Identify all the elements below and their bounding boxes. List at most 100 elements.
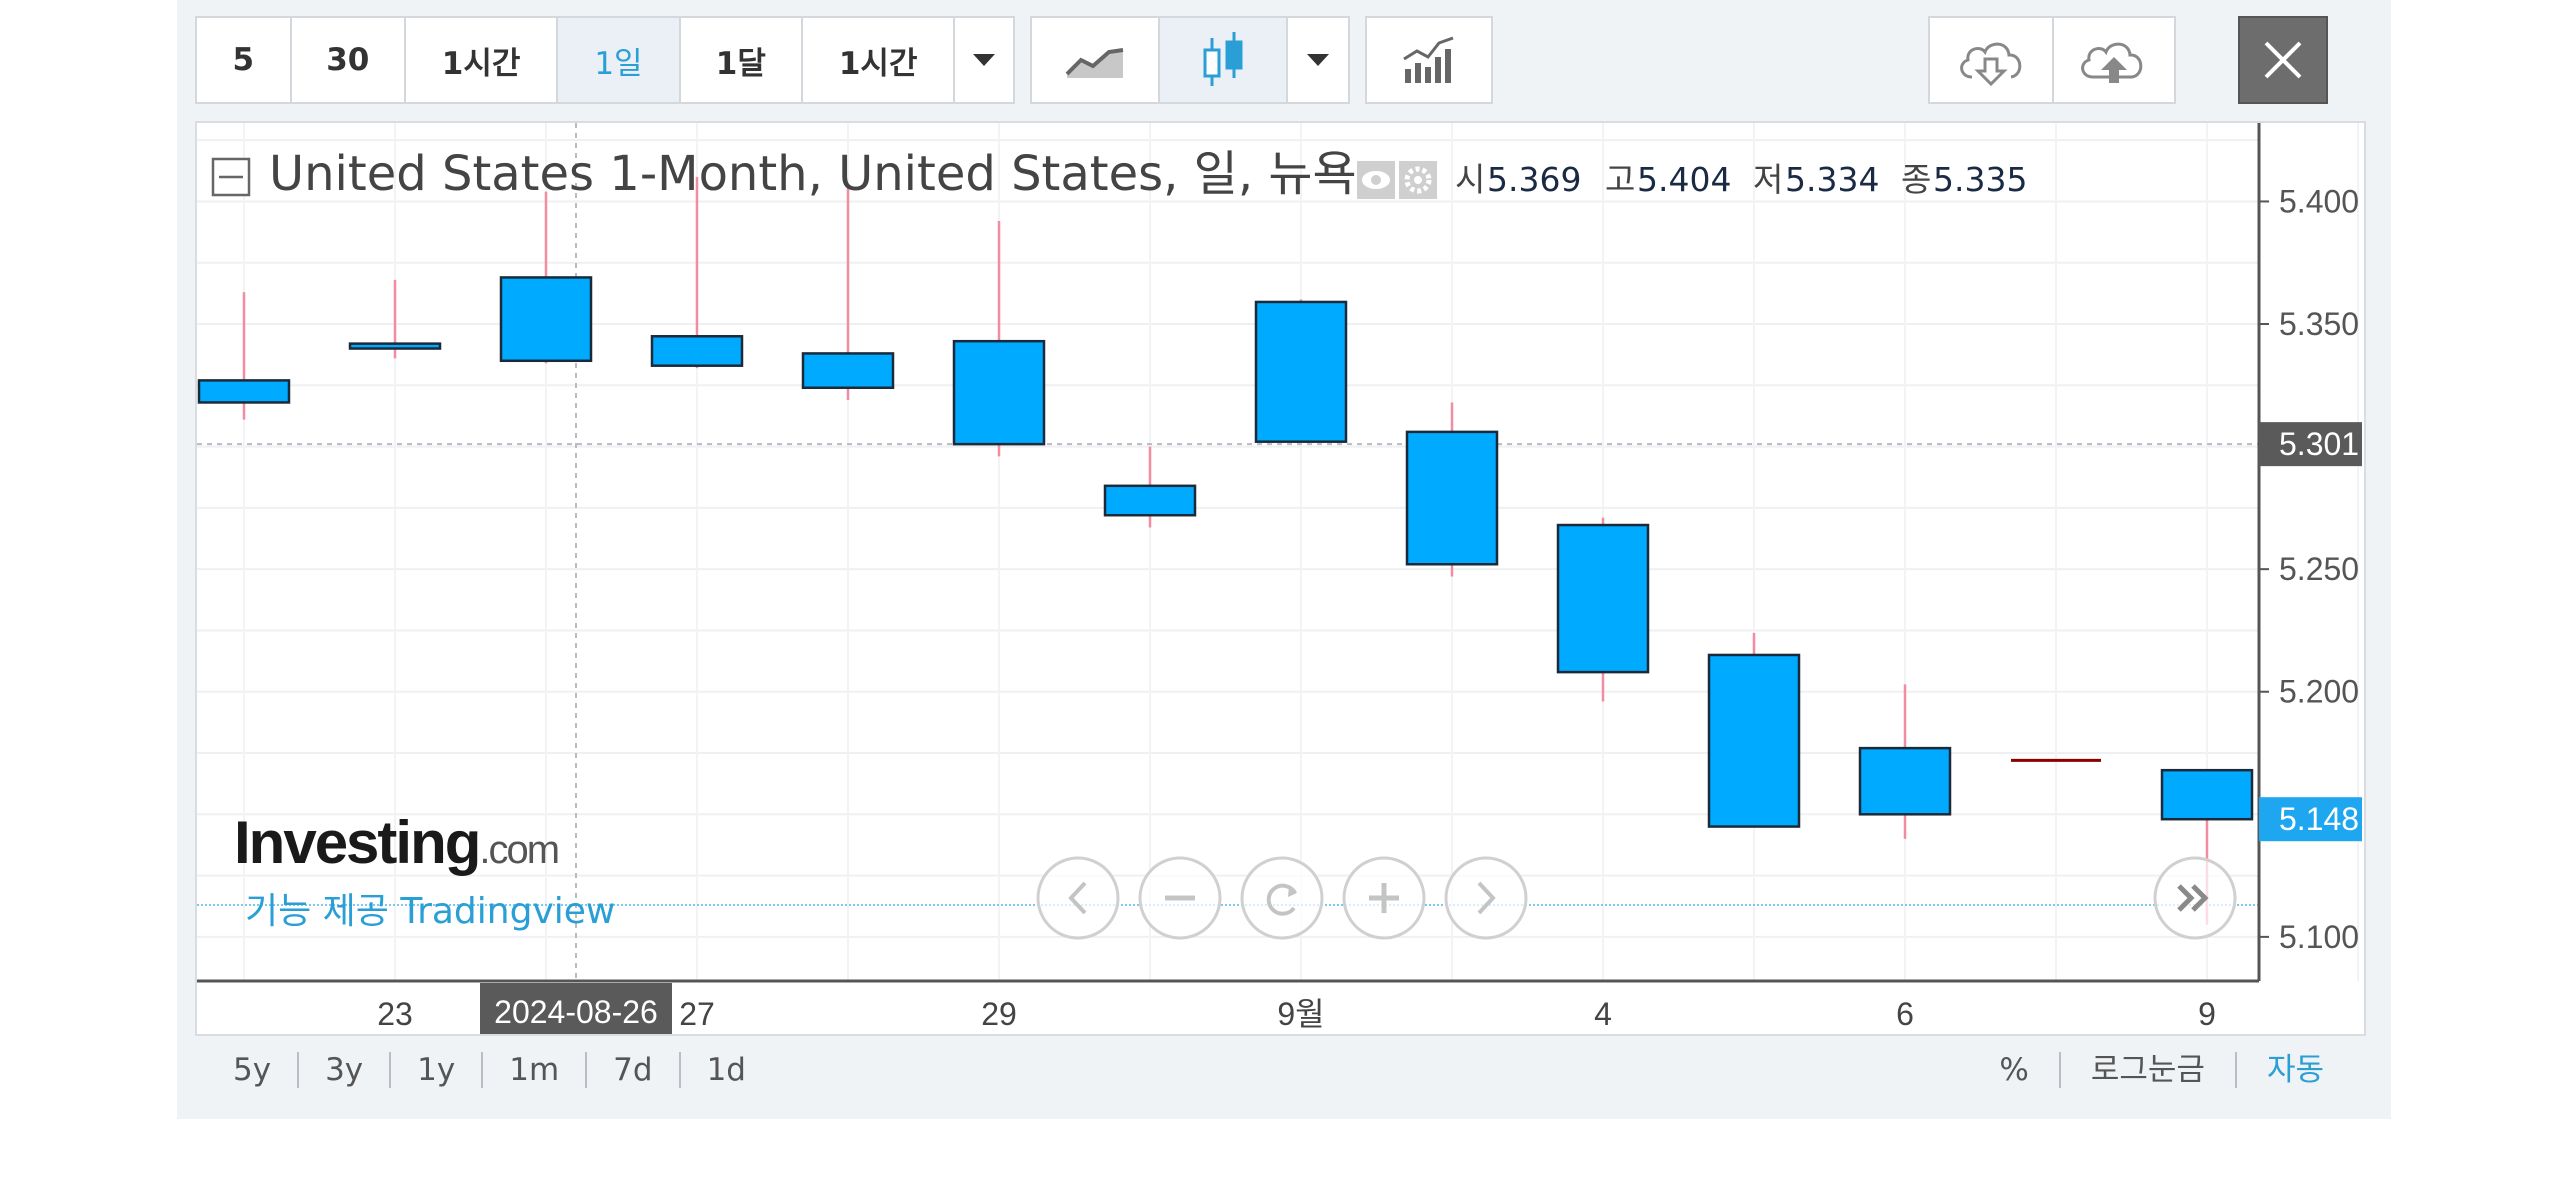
- candle: [197, 292, 291, 420]
- interval-1mo[interactable]: 1달: [681, 18, 804, 102]
- close-button[interactable]: [2238, 16, 2328, 104]
- close-icon: [2264, 41, 2302, 79]
- range-buttons: 5y 3y 1y 1m 7d 1d: [195, 1052, 772, 1088]
- last-price-label: 5.148: [2279, 801, 2359, 837]
- scroll-right-icon[interactable]: [1444, 856, 1528, 940]
- range-1d[interactable]: 1d: [706, 1052, 746, 1088]
- candle: [801, 186, 895, 401]
- reset-icon[interactable]: [1240, 856, 1324, 940]
- y-tick-label: 5.200: [2279, 674, 2359, 710]
- candle-body: [650, 335, 744, 367]
- candlestick-chart-button[interactable]: [1160, 18, 1288, 102]
- chart-area[interactable]: 5.400 5.350 5.250 5.200 5.100 5.301 5.148 23 27 2…: [195, 121, 2366, 1036]
- candle-body: [1254, 300, 1348, 443]
- chart-type-dropdown[interactable]: [1288, 18, 1348, 102]
- x-tick-label: 4: [1594, 996, 1612, 1032]
- candle-body: [1556, 523, 1650, 674]
- range-bar: 5y 3y 1y 1m 7d 1d % 로그눈금 자동: [195, 1036, 2366, 1104]
- x-tick-label: 6: [1896, 996, 1914, 1032]
- auto-scale-toggle[interactable]: 자동: [2266, 1052, 2324, 1088]
- gear-icon[interactable]: [1399, 161, 1437, 199]
- investing-logo: Investing.com: [234, 809, 558, 876]
- candle-body: [1858, 746, 1952, 816]
- candle: [499, 191, 593, 364]
- save-chart-button[interactable]: [2054, 18, 2174, 102]
- ohlc-values: 시 5.369 고 5.404 저 5.334 종 5.335: [1455, 160, 2027, 199]
- candle: [1556, 517, 1650, 702]
- chevron-down-icon: [1307, 54, 1329, 66]
- interval-5[interactable]: 5: [197, 18, 292, 102]
- range-3y[interactable]: 3y: [299, 1052, 392, 1088]
- candle-body: [197, 379, 291, 404]
- range-5y[interactable]: 5y: [207, 1052, 300, 1088]
- load-chart-button[interactable]: [1930, 18, 2054, 102]
- interval-1h-alt[interactable]: 1시간: [803, 18, 956, 102]
- symbol-title: United States 1-Month, United States, 일,…: [269, 146, 1357, 202]
- x-tick-label: 27: [679, 996, 715, 1032]
- candle: [952, 221, 1046, 457]
- x-tick-label: 29: [981, 996, 1017, 1032]
- eye-icon[interactable]: [1357, 161, 1395, 199]
- chevron-down-icon: [973, 54, 996, 66]
- axes: 5.400 5.350 5.250 5.200 5.100 5.301 5.148 23 27 2…: [197, 123, 2362, 1034]
- interval-1h[interactable]: 1시간: [406, 18, 559, 102]
- candle: [2160, 768, 2254, 925]
- crosshair-price-box: [2259, 422, 2362, 467]
- candle: [1858, 684, 1952, 839]
- candle: [1103, 446, 1197, 528]
- legend: United States 1-Month, United States, 일,…: [211, 146, 2027, 202]
- y-tick-label: 5.400: [2279, 183, 2359, 219]
- indicators-icon: [1403, 36, 1454, 83]
- collapse-icon[interactable]: [211, 157, 251, 197]
- log-scale-toggle[interactable]: 로그눈금: [2061, 1052, 2237, 1088]
- candle: [1707, 632, 1801, 828]
- last-price-box: [2259, 797, 2362, 842]
- cloud-toolbar: [1928, 16, 2176, 104]
- navigation-controls: [1036, 856, 2237, 940]
- zoom-in-icon[interactable]: [1342, 856, 1426, 940]
- candle: [348, 279, 442, 359]
- candle: [1405, 402, 1499, 577]
- candle-body: [348, 342, 442, 350]
- candle-body: [2160, 768, 2254, 821]
- line-chart-button[interactable]: [1032, 18, 1160, 102]
- candles: [197, 176, 2254, 925]
- go-to-latest-icon[interactable]: [2153, 856, 2237, 940]
- interval-1d[interactable]: 1일: [558, 18, 681, 102]
- interval-30[interactable]: 30: [292, 18, 406, 102]
- zoom-out-icon[interactable]: [1138, 856, 1222, 940]
- cloud-upload-icon: [2081, 42, 2143, 83]
- crosshair-date-box: [480, 983, 672, 1034]
- candle-body: [1405, 430, 1499, 566]
- interval-dropdown[interactable]: [955, 18, 1013, 102]
- candle-body: [1707, 653, 1801, 828]
- candlestick-icon: [1203, 32, 1243, 86]
- range-1m[interactable]: 1m: [483, 1052, 588, 1088]
- chart-type-toolbar: [1030, 16, 1350, 104]
- candle-body: [801, 352, 895, 390]
- x-tick-label: 23: [377, 996, 413, 1032]
- y-tick-label: 5.100: [2279, 919, 2359, 955]
- scroll-left-icon[interactable]: [1036, 856, 1120, 940]
- candle-body: [1103, 484, 1197, 517]
- candle-body: [499, 276, 593, 363]
- chart-canvas[interactable]: 5.400 5.350 5.250 5.200 5.100 5.301 5.148 23 27 2…: [197, 123, 2364, 1034]
- indicators-toolbar: [1365, 16, 1493, 104]
- y-tick-label: 5.350: [2279, 306, 2359, 342]
- powered-by: 기능 제공 Tradingview: [245, 891, 615, 932]
- candle-body: [952, 339, 1046, 446]
- crosshair-date-label: 2024-08-26: [494, 994, 658, 1030]
- candle: [1254, 299, 1348, 443]
- grid: [197, 123, 2359, 981]
- interval-toolbar: 5 30 1시간 1일 1달 1시간: [195, 16, 1015, 104]
- x-tick-label: 9월: [1277, 996, 1324, 1032]
- candle: [650, 176, 744, 369]
- range-1y[interactable]: 1y: [391, 1052, 484, 1088]
- cloud-download-icon: [1960, 42, 2022, 87]
- line-chart-icon: [1065, 48, 1124, 78]
- indicators-button[interactable]: [1367, 18, 1491, 102]
- x-tick-label: 9: [2198, 996, 2216, 1032]
- percent-scale-toggle[interactable]: %: [1969, 1052, 2061, 1088]
- range-7d[interactable]: 7d: [587, 1052, 681, 1088]
- crosshair-price-label: 5.301: [2279, 426, 2359, 462]
